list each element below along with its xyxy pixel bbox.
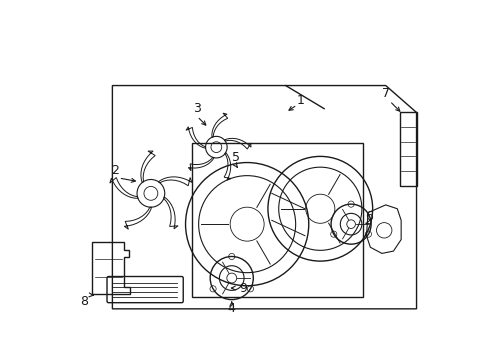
Text: 1: 1: [297, 94, 305, 107]
FancyBboxPatch shape: [107, 276, 183, 303]
Text: 5: 5: [231, 150, 239, 164]
Text: 2: 2: [111, 164, 119, 177]
Text: 6: 6: [364, 210, 372, 223]
Text: 3: 3: [193, 102, 201, 115]
Text: 7: 7: [381, 87, 389, 100]
Text: 8: 8: [80, 294, 88, 308]
Text: 4: 4: [227, 302, 235, 315]
Text: 9: 9: [239, 282, 247, 294]
